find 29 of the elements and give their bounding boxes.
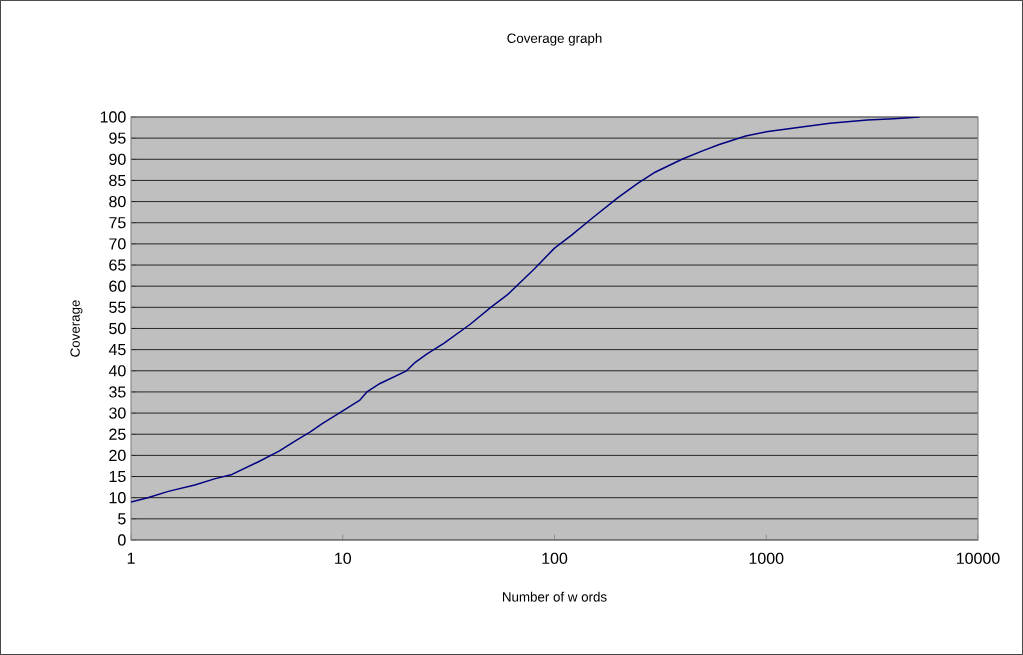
- y-tick-label: 15: [109, 470, 126, 483]
- x-tick-label: 1: [127, 552, 135, 564]
- y-axis-title: Coverage: [70, 300, 83, 357]
- y-tick-label: 45: [108, 344, 126, 356]
- y-tick-label: 55: [109, 301, 126, 313]
- y-tick-label: 0: [118, 534, 126, 546]
- y-tick-label: 65: [109, 259, 126, 271]
- chart-title: Coverage graph: [507, 33, 602, 46]
- y-tick-label: 85: [109, 174, 126, 187]
- y-tick-label: 100: [100, 111, 126, 123]
- y-tick-label: 20: [109, 449, 126, 462]
- x-tick-label: 1000: [749, 552, 784, 565]
- y-tick-label: 10: [109, 492, 126, 504]
- x-tick-label: 100: [542, 552, 568, 565]
- y-tick-label: 75: [109, 217, 126, 229]
- x-axis-title: Number of w ords: [502, 591, 607, 602]
- y-tick-label: 50: [109, 322, 126, 335]
- y-tick-label: 80: [109, 195, 126, 208]
- y-tick-label: 60: [109, 280, 126, 292]
- y-tick-label: 70: [109, 238, 126, 250]
- y-tick-label: 30: [109, 407, 126, 419]
- y-tick-label: 35: [109, 386, 126, 398]
- x-tick-label: 10: [335, 552, 352, 565]
- x-tick-label: 10000: [956, 552, 1000, 565]
- y-tick-label: 5: [118, 513, 126, 525]
- y-tick-label: 95: [109, 132, 126, 144]
- y-tick-label: 40: [108, 365, 126, 377]
- y-tick-label: 90: [109, 153, 126, 165]
- y-tick-label: 25: [109, 428, 126, 440]
